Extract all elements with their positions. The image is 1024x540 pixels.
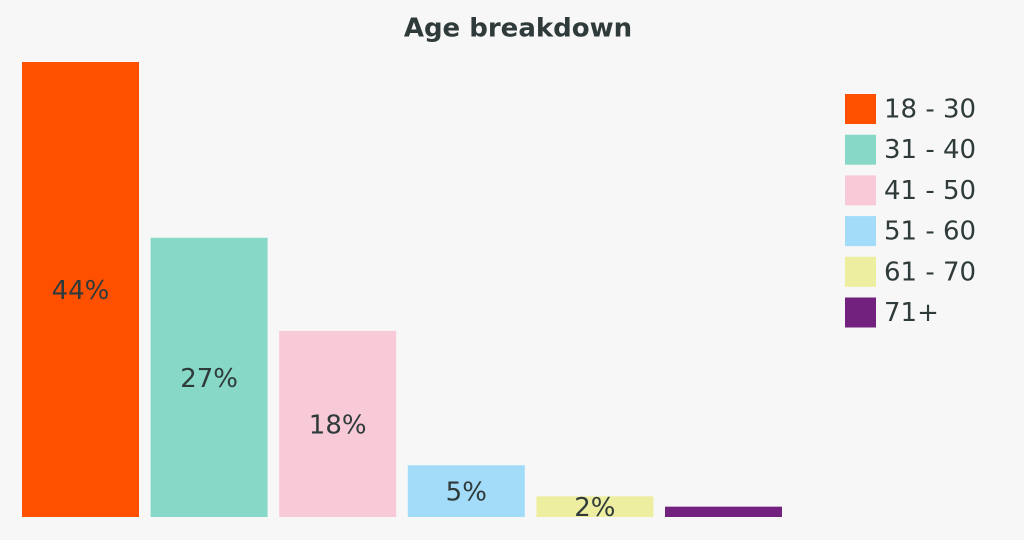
data-label: 44% [52, 276, 110, 306]
bar [665, 506, 782, 517]
bar [536, 496, 654, 517]
bar [407, 465, 525, 517]
legend-swatch [845, 175, 876, 206]
bar [279, 330, 397, 517]
chart-title: Age breakdown [404, 14, 632, 44]
data-label: 2% [574, 493, 615, 523]
legend-swatch [845, 94, 876, 124]
legend-label: 18 - 30 [884, 95, 976, 125]
legend-label: 71+ [884, 298, 939, 328]
legend-swatch [845, 297, 876, 328]
data-label: 27% [180, 364, 238, 394]
legend-label: 61 - 70 [884, 257, 976, 287]
legend-swatch [845, 216, 876, 247]
legend-label: 41 - 50 [884, 176, 976, 206]
legend-label: 51 - 60 [884, 217, 976, 247]
bar [150, 237, 268, 517]
bar [22, 62, 139, 517]
data-label: 5% [446, 478, 487, 508]
legend-swatch [845, 256, 876, 287]
data-label: 18% [309, 410, 367, 440]
legend-label: 31 - 40 [884, 135, 976, 165]
legend-swatch [845, 134, 876, 165]
